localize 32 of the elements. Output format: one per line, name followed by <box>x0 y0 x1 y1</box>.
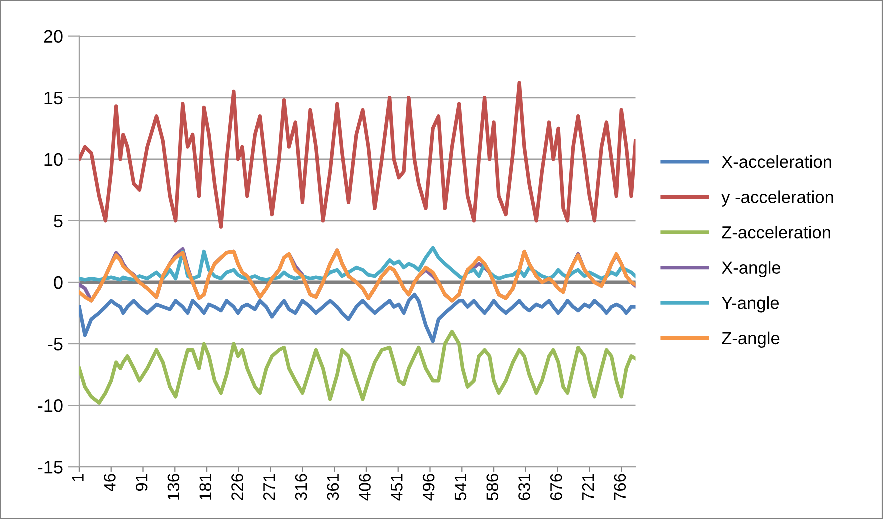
y-tick-label: 0 <box>54 276 63 290</box>
legend-label: Z-acceleration <box>722 226 830 239</box>
x-tick-label: 541 <box>454 474 467 500</box>
legend-label: X-angle <box>722 261 781 278</box>
y-tick-label: 15 <box>44 92 63 105</box>
y-tick-label: -10 <box>38 399 63 412</box>
legend-label: Z-angle <box>722 332 780 348</box>
x-tick-label: 226 <box>232 474 244 500</box>
x-tick-label: 1 <box>72 474 84 482</box>
x-tick-label: 46 <box>104 474 116 492</box>
x-tick-label: 721 <box>582 474 594 500</box>
x-tick-label: 271 <box>263 474 276 500</box>
y-tick-label: -15 <box>38 461 63 474</box>
x-tick-label: 181 <box>200 474 212 500</box>
x-tick-label: 136 <box>168 474 180 500</box>
x-tick-label: 676 <box>550 474 562 500</box>
y-tick-label: -5 <box>48 338 63 351</box>
x-tick-label: 496 <box>422 474 435 501</box>
legend-label: y -acceleration <box>722 190 834 207</box>
x-tick-label: 766 <box>614 474 626 500</box>
x-tick-label: 631 <box>518 474 530 500</box>
x-tick-label: 586 <box>486 474 499 500</box>
x-tick-label: 361 <box>327 474 340 501</box>
x-tick-label: 91 <box>136 474 148 492</box>
y-tick-label: 10 <box>44 153 63 166</box>
x-tick-label: 316 <box>295 474 308 501</box>
y-tick-label: 5 <box>54 215 63 228</box>
legend-label: X-acceleration <box>722 155 832 168</box>
x-tick-label: 406 <box>359 474 371 501</box>
y-tick-label: 20 <box>44 30 63 44</box>
legend-label: Y-angle <box>722 296 780 313</box>
x-tick-label: 451 <box>391 474 403 501</box>
